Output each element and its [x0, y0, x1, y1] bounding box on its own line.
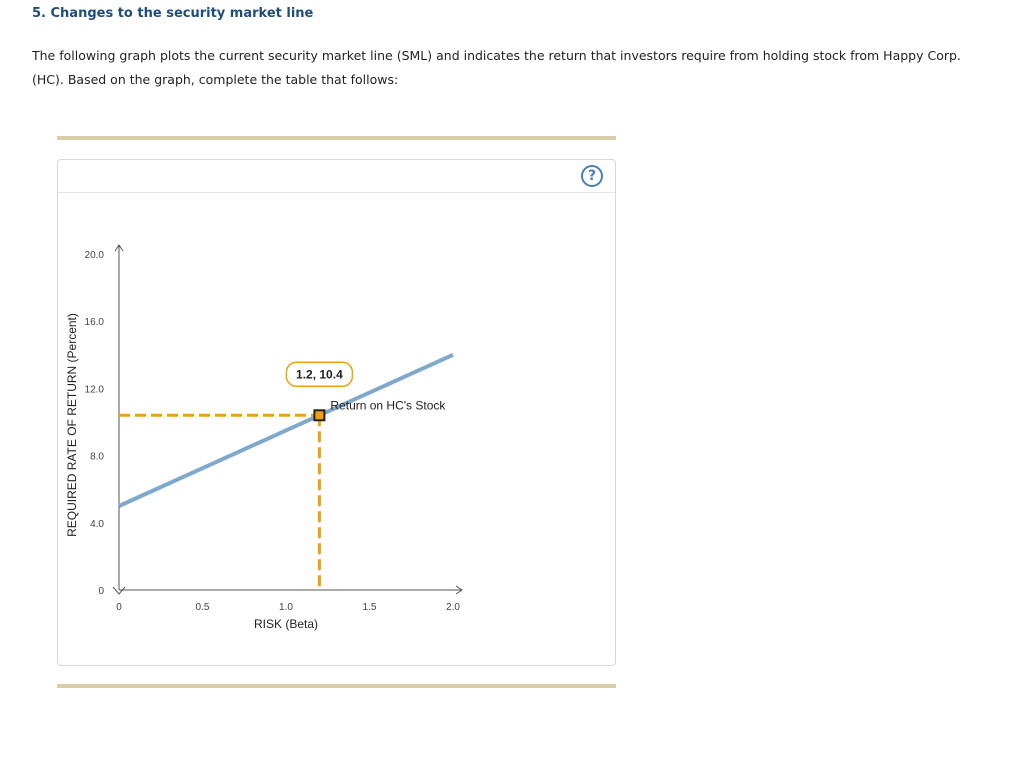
y-tick-label: 8.0 — [90, 452, 104, 463]
y-axis-arrow-icon — [114, 244, 124, 252]
panel-header: ? — [58, 160, 615, 193]
bottom-rule — [57, 684, 616, 688]
point-callout-label: 1.2, 10.4 — [296, 367, 343, 381]
intro-text: The following graph plots the current se… — [32, 48, 961, 87]
y-tick-label: 0 — [98, 586, 104, 597]
x-tick-label: 1.5 — [363, 602, 377, 613]
top-rule — [57, 136, 616, 140]
x-tick-label: 1.0 — [279, 602, 293, 613]
graph-panel: ? — [57, 159, 616, 666]
x-tick-label: 2.0 — [446, 602, 460, 613]
x-tick-label: 0.5 — [196, 602, 210, 613]
sml-line — [118, 352, 454, 508]
y-tick-label: 4.0 — [90, 519, 104, 530]
y-axis-down-arrow-icon — [112, 586, 126, 595]
x-axis-title: RISK (Beta) — [254, 617, 318, 631]
y-tick-label: 16.0 — [85, 317, 105, 328]
x-axis-arrow-icon — [455, 585, 463, 595]
hc-stock-point — [313, 409, 326, 422]
point-callout — [285, 361, 354, 388]
y-tick-label: 12.0 — [85, 384, 105, 395]
x-tick-label: 0 — [116, 602, 122, 613]
y-axis-title: REQUIRED RATE OF RETURN (Percent) — [65, 313, 79, 537]
y-tick-label: 20.0 — [85, 250, 105, 261]
help-icon[interactable]: ? — [581, 165, 603, 187]
hc-stock-annotation: Return on HC's Stock — [330, 398, 446, 412]
page-title: 5. Changes to the security market line — [32, 6, 314, 21]
